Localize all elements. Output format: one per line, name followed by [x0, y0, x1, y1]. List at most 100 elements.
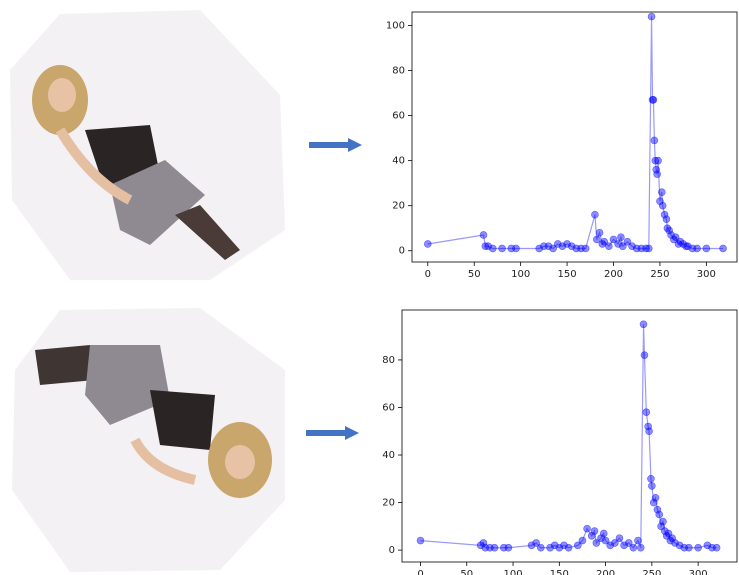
y-tick-label: 60: [382, 402, 395, 413]
data-point: [581, 244, 590, 253]
data-point: [590, 527, 599, 535]
data-point: [655, 510, 664, 519]
data-point: [719, 244, 727, 253]
data-point: [558, 242, 567, 251]
data-point: [665, 226, 674, 235]
data-point: [512, 244, 520, 253]
data-point: [634, 536, 642, 545]
x-tick-label: 150: [558, 269, 577, 280]
data-point: [549, 244, 557, 253]
data-point: [656, 197, 664, 205]
x-tick-label: 150: [550, 569, 569, 575]
data-point: [546, 543, 554, 552]
data-point: [636, 543, 645, 552]
data-point: [563, 240, 571, 248]
data-point: [703, 541, 712, 550]
data-point: [600, 237, 609, 246]
data-point: [648, 482, 656, 490]
data-point: [595, 228, 604, 237]
data-point: [693, 244, 701, 253]
arrow-top: [309, 138, 362, 152]
data-point: [416, 536, 425, 545]
data-point: [587, 532, 596, 540]
data-line: [427, 16, 724, 250]
data-point: [479, 231, 488, 239]
data-point: [659, 517, 667, 526]
y-tick-label: 40: [382, 450, 395, 461]
axes-frame: [401, 309, 738, 563]
data-point: [702, 244, 711, 253]
data-point: [623, 237, 632, 246]
data-point: [642, 408, 651, 417]
x-tick-label: 0: [425, 269, 431, 280]
data-point: [592, 235, 601, 244]
data-point: [685, 543, 693, 552]
data-point: [555, 543, 564, 552]
data-point: [658, 201, 667, 210]
data-point: [639, 320, 648, 329]
data-point: [592, 539, 601, 547]
data-line: [420, 324, 717, 549]
data-point: [560, 541, 568, 550]
y-tick-label: 20: [382, 498, 395, 509]
data-point: [606, 541, 615, 550]
y-tick-label: 80: [382, 355, 395, 366]
photo-top: [10, 10, 285, 280]
data-point: [653, 505, 662, 514]
data-point: [504, 543, 513, 552]
y-tick-label: 20: [392, 201, 405, 212]
data-point: [618, 242, 627, 251]
x-tick-label: 250: [650, 269, 669, 280]
x-tick-label: 0: [417, 569, 423, 575]
data-point: [611, 539, 619, 547]
data-point: [617, 233, 625, 242]
data-point: [653, 170, 661, 178]
data-point: [650, 136, 659, 145]
data-point: [651, 494, 660, 502]
y-tick-label: 0: [389, 545, 395, 556]
data-point: [649, 498, 658, 507]
arrow-bottom: [306, 426, 359, 440]
data-point: [532, 539, 540, 547]
data-point: [484, 242, 492, 251]
data-point: [605, 242, 613, 251]
data-point: [645, 427, 653, 436]
x-tick-label: 100: [511, 269, 530, 280]
data-point: [683, 242, 692, 251]
data-point: [488, 244, 497, 253]
data-point: [479, 539, 488, 547]
data-point: [671, 539, 679, 547]
data-point: [423, 240, 432, 248]
data-point: [597, 534, 605, 543]
data-point: [624, 539, 633, 547]
data-point: [712, 543, 721, 552]
data-point: [620, 541, 628, 550]
x-tick-label: 300: [689, 569, 708, 575]
x-tick-label: 200: [604, 269, 623, 280]
data-point: [527, 541, 536, 550]
x-tick-label: 100: [504, 569, 523, 575]
x-tick-label: 50: [468, 269, 481, 280]
axes-frame: [411, 11, 738, 263]
data-point: [657, 188, 666, 196]
data-point: [644, 422, 652, 431]
data-point: [591, 210, 599, 219]
y-tick-label: 0: [399, 246, 405, 257]
photo-bottom: [12, 308, 285, 572]
data-point: [553, 240, 562, 248]
data-point: [544, 242, 553, 251]
data-point: [628, 242, 636, 251]
data-point: [574, 541, 582, 550]
data-point: [668, 534, 677, 543]
data-point: [644, 244, 653, 253]
data-point: [599, 529, 608, 538]
data-point: [609, 235, 618, 244]
data-point: [661, 527, 669, 535]
y-tick-label: 40: [392, 156, 405, 167]
data-point: [675, 541, 684, 550]
x-tick-label: 300: [697, 269, 716, 280]
data-point: [498, 244, 506, 253]
x-tick-label: 200: [596, 569, 615, 575]
